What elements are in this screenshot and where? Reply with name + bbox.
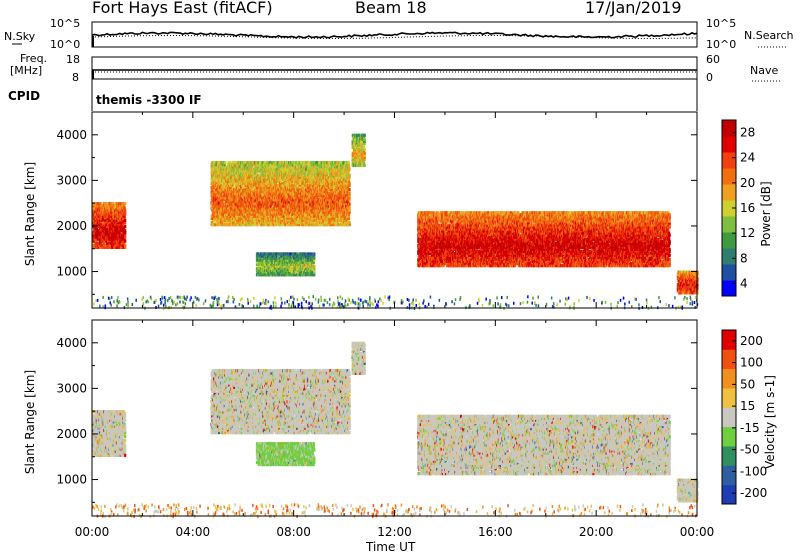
power-cell xyxy=(224,161,226,164)
power-echo-region xyxy=(211,161,351,226)
power-cell xyxy=(124,244,126,247)
power-cell xyxy=(124,225,126,228)
power-heatmap xyxy=(92,134,699,310)
power-cell xyxy=(241,198,243,201)
power-cell xyxy=(124,219,126,222)
power-cell xyxy=(124,209,126,212)
freq-panel xyxy=(92,57,697,79)
power-cell xyxy=(124,229,126,232)
power-cell xyxy=(124,240,126,243)
power-cell xyxy=(124,202,126,205)
